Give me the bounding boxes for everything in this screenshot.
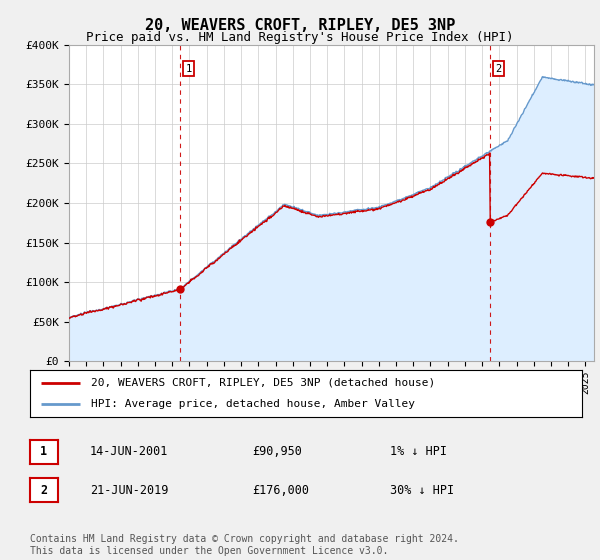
Text: Contains HM Land Registry data © Crown copyright and database right 2024.
This d: Contains HM Land Registry data © Crown c…: [30, 534, 459, 556]
Text: 1: 1: [185, 63, 191, 73]
Text: 2: 2: [40, 483, 47, 497]
Text: 20, WEAVERS CROFT, RIPLEY, DE5 3NP: 20, WEAVERS CROFT, RIPLEY, DE5 3NP: [145, 18, 455, 33]
Text: HPI: Average price, detached house, Amber Valley: HPI: Average price, detached house, Ambe…: [91, 399, 415, 409]
Text: £176,000: £176,000: [252, 483, 309, 497]
Text: 14-JUN-2001: 14-JUN-2001: [90, 445, 169, 459]
Text: 21-JUN-2019: 21-JUN-2019: [90, 483, 169, 497]
Text: Price paid vs. HM Land Registry's House Price Index (HPI): Price paid vs. HM Land Registry's House …: [86, 31, 514, 44]
Text: 20, WEAVERS CROFT, RIPLEY, DE5 3NP (detached house): 20, WEAVERS CROFT, RIPLEY, DE5 3NP (deta…: [91, 378, 435, 388]
Text: £90,950: £90,950: [252, 445, 302, 459]
Text: 1: 1: [40, 445, 47, 459]
Text: 2: 2: [496, 63, 502, 73]
Text: 30% ↓ HPI: 30% ↓ HPI: [390, 483, 454, 497]
Text: 1% ↓ HPI: 1% ↓ HPI: [390, 445, 447, 459]
